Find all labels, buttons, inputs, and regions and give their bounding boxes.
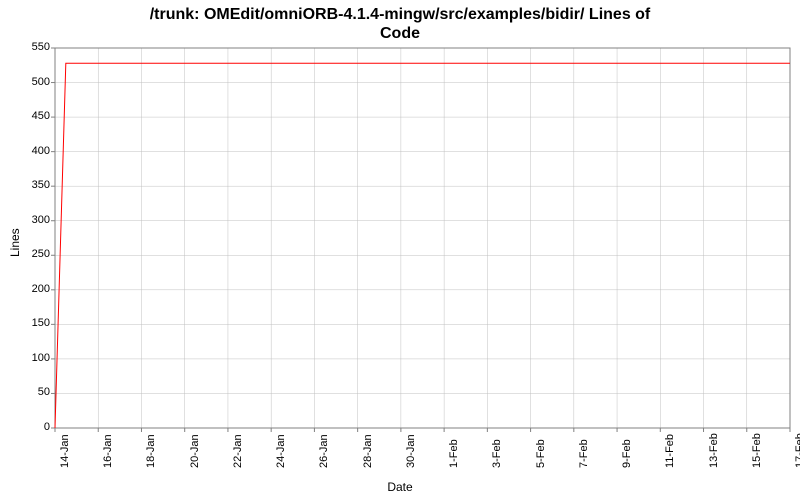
x-tick-label: 16-Jan [102,434,114,468]
x-tick-label: 20-Jan [189,434,201,468]
x-tick-label: 11-Feb [664,434,676,468]
y-tick-label: 350 [20,179,50,191]
y-tick-label: 300 [20,214,50,226]
x-tick-label: 1-Feb [448,439,460,468]
x-tick-label: 18-Jan [145,434,157,468]
y-tick-label: 0 [20,421,50,433]
y-tick-label: 150 [20,317,50,329]
x-tick-label: 9-Feb [621,439,633,468]
x-tick-label: 17-Feb [794,433,800,468]
x-tick-label: 14-Jan [59,434,71,468]
x-tick-label: 5-Feb [535,439,547,468]
x-tick-label: 13-Feb [708,433,720,468]
x-tick-label: 28-Jan [362,434,374,468]
title-line2: Code [380,25,420,42]
x-tick-label: 30-Jan [405,434,417,468]
loc-chart: /trunk: OMEdit/omniORB-4.1.4-mingw/src/e… [0,0,800,500]
title-line1: /trunk: OMEdit/omniORB-4.1.4-mingw/src/e… [150,6,651,23]
y-tick-label: 100 [20,352,50,364]
y-tick-label: 200 [20,283,50,295]
x-axis-label: Date [0,480,800,494]
chart-title: /trunk: OMEdit/omniORB-4.1.4-mingw/src/e… [0,5,800,43]
y-tick-label: 400 [20,145,50,157]
y-tick-label: 450 [20,110,50,122]
y-tick-label: 550 [20,41,50,53]
plot-area [50,47,791,433]
x-tick-label: 22-Jan [232,434,244,468]
y-tick-label: 500 [20,76,50,88]
x-tick-label: 3-Feb [491,439,503,468]
x-tick-label: 15-Feb [751,433,763,468]
y-tick-label: 250 [20,248,50,260]
x-tick-label: 24-Jan [275,434,287,468]
x-tick-label: 7-Feb [578,439,590,468]
x-tick-label: 26-Jan [318,434,330,468]
y-tick-label: 50 [20,386,50,398]
